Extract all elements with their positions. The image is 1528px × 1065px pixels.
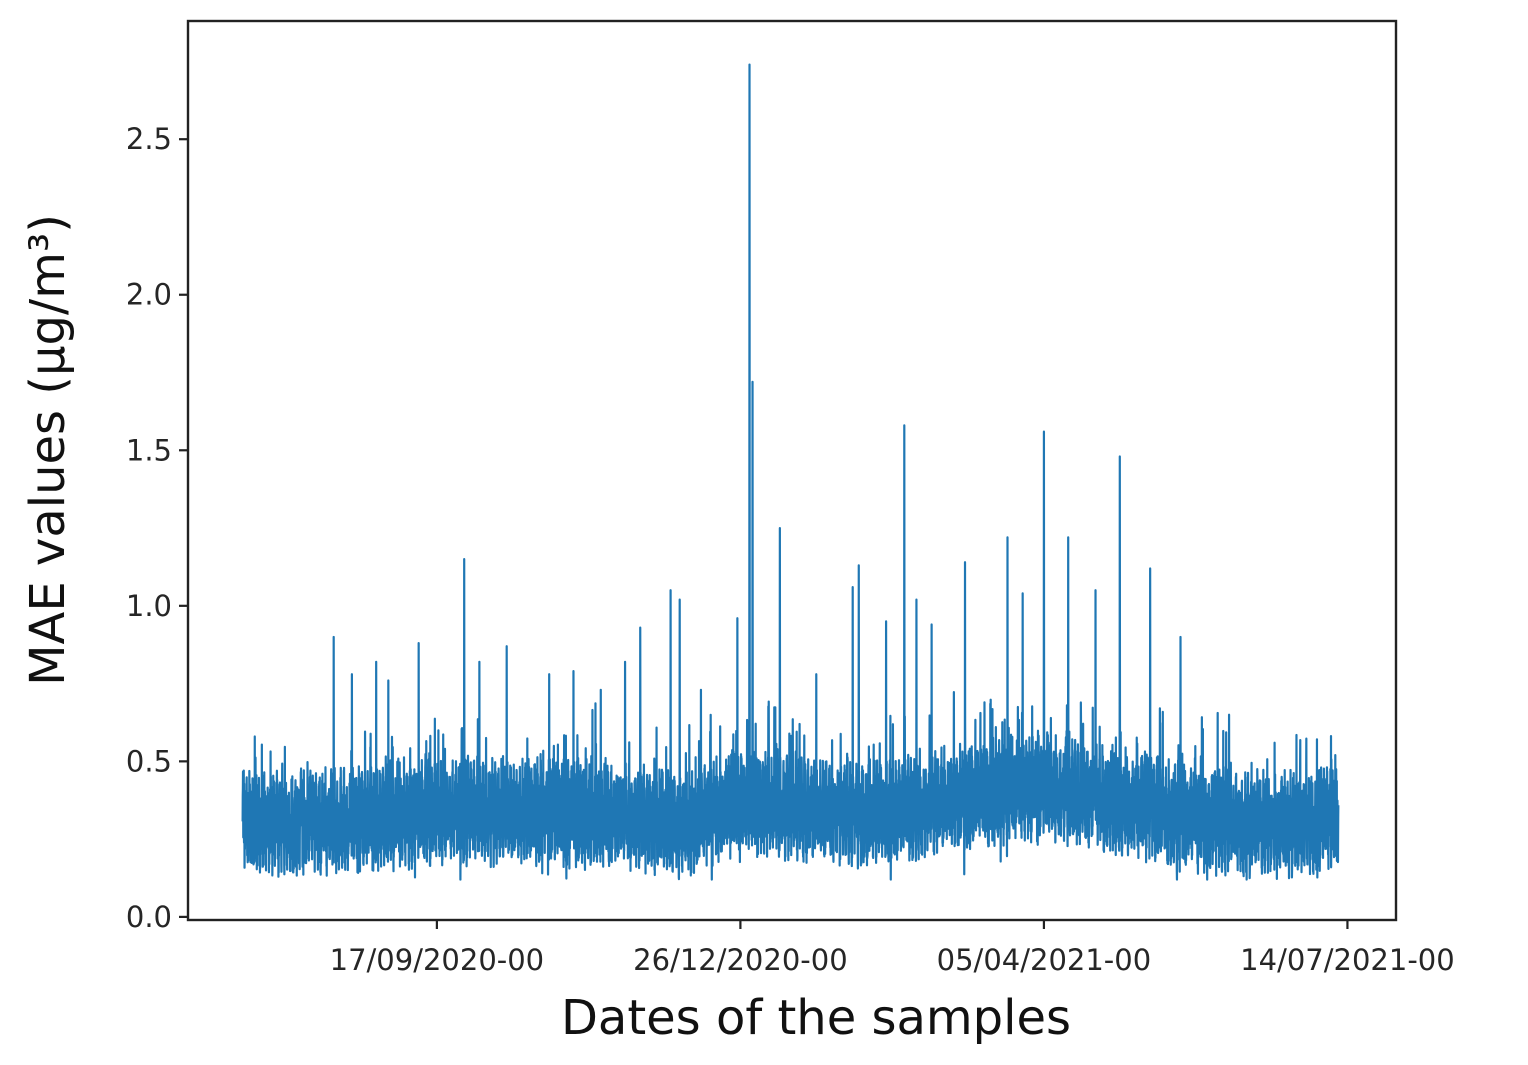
- plot-frame: [186, 19, 1398, 922]
- y-tick-label: 2.5: [126, 122, 172, 156]
- y-axis-label: MAE values (µg/m³): [20, 214, 76, 686]
- x-tick-label: 14/07/2021-00: [1240, 943, 1455, 977]
- series-line: [241, 63, 1340, 881]
- y-tick-label: 2.0: [126, 278, 172, 312]
- x-tick-label: 05/04/2021-00: [937, 943, 1152, 977]
- x-axis-ticks: 17/09/2020-00 26/12/2020-00 05/04/2021-00 1…: [330, 920, 1455, 977]
- y-axis-ticks: 0.0 0.5 1.0 1.5 2.0 2.5: [126, 122, 188, 934]
- y-tick-label: 1.0: [126, 589, 172, 623]
- x-tick-label: 26/12/2020-00: [633, 943, 848, 977]
- x-tick-label: 17/09/2020-00: [330, 943, 545, 977]
- series-group: [241, 63, 1340, 881]
- y-tick-label: 1.5: [126, 433, 172, 467]
- x-axis-label: Dates of the samples: [561, 990, 1071, 1046]
- y-tick-label: 0.0: [126, 900, 172, 934]
- y-tick-label: 0.5: [126, 744, 172, 778]
